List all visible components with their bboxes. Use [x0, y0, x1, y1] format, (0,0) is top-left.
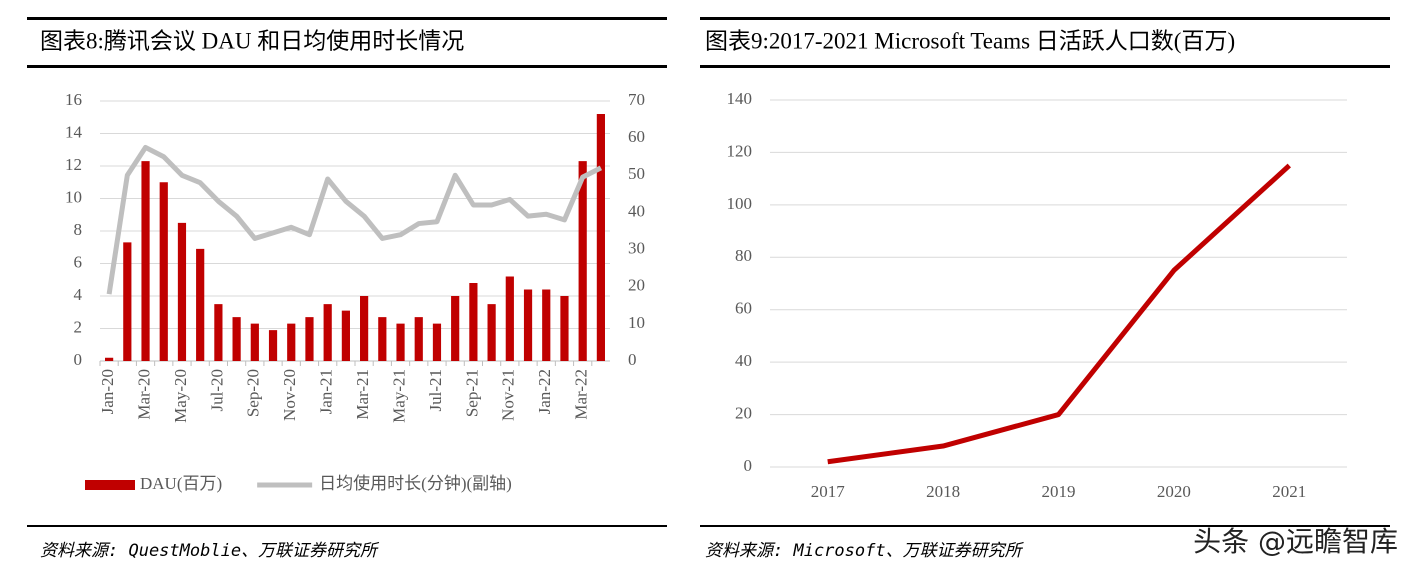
line	[827, 163, 1291, 465]
y-tick-label: 14	[65, 122, 83, 141]
y-tick-label: 0	[744, 456, 753, 475]
y2-tick-label: 60	[628, 127, 645, 146]
y-tick-label: 40	[735, 351, 752, 370]
rule	[700, 17, 1390, 20]
bar	[268, 330, 278, 361]
x-tick-label: 2018	[926, 482, 960, 501]
y-tick-label: 16	[65, 90, 82, 109]
bar	[560, 296, 569, 361]
bar	[250, 323, 259, 361]
x-tick-label: Nov-20	[280, 369, 299, 421]
x-tick-label: Jan-20	[98, 369, 117, 414]
x-tick-label: May-21	[389, 369, 408, 423]
bar	[487, 304, 496, 361]
x-tick-label: 2021	[1272, 482, 1306, 501]
line	[106, 144, 603, 295]
bar	[177, 222, 187, 361]
bar	[396, 323, 405, 361]
bar	[578, 161, 587, 361]
y-tick-label: 60	[735, 299, 752, 318]
x-tick-label: Sep-20	[244, 369, 263, 417]
bar	[523, 289, 533, 361]
bar	[542, 289, 551, 361]
y-tick-label: 6	[74, 252, 83, 271]
y-tick-label: 140	[727, 89, 753, 108]
bar	[432, 323, 442, 361]
source: 资料来源: QuestMoblie、万联证券研究所	[40, 541, 380, 561]
rule	[27, 65, 667, 68]
y-tick-label: 100	[727, 194, 753, 213]
x-tick-label: Mar-20	[134, 369, 153, 420]
bar	[596, 114, 605, 361]
x-tick-label: 2019	[1042, 482, 1076, 501]
rule	[27, 17, 667, 20]
x-tick-label: Sep-21	[462, 369, 481, 417]
x-tick-label: Jul-21	[426, 369, 445, 412]
rule	[27, 525, 667, 527]
y-tick-label: 12	[65, 155, 82, 174]
chart-title: 图表8:腾讯会议 DAU 和日均使用时长情况	[40, 28, 464, 53]
y2-tick-label: 70	[628, 90, 645, 109]
y-tick-label: 120	[727, 141, 753, 160]
rule	[700, 525, 1390, 527]
source: 资料来源: Microsoft、万联证券研究所	[705, 541, 1025, 561]
bar	[105, 357, 114, 361]
bar	[451, 296, 460, 361]
x-tick-label: Mar-21	[353, 369, 372, 420]
x-tick-label: 2017	[811, 482, 846, 501]
bar	[305, 317, 314, 361]
bar	[414, 317, 423, 361]
y2-tick-label: 0	[628, 350, 637, 369]
rule	[700, 65, 1390, 68]
y-tick-label: 80	[735, 246, 752, 265]
x-tick-label: Mar-22	[572, 369, 591, 420]
chart-title: 图表9:2017-2021 Microsoft Teams 日活跃人口数(百万)	[705, 28, 1235, 53]
bar	[196, 248, 205, 361]
x-tick-label: Jul-20	[207, 369, 226, 412]
bar	[378, 317, 387, 361]
x-tick-label: Jan-21	[317, 369, 336, 414]
watermark: 头条 @远瞻智库	[1193, 525, 1398, 558]
x-tick-label: May-20	[171, 369, 190, 423]
legend-swatch	[85, 480, 135, 490]
bar	[141, 161, 150, 361]
bar	[469, 283, 478, 361]
y2-tick-label: 40	[628, 201, 645, 220]
y-tick-label: 8	[74, 220, 83, 239]
bar	[341, 310, 350, 361]
y2-tick-label: 20	[628, 276, 645, 295]
y2-tick-label: 30	[628, 238, 645, 257]
y-tick-label: 0	[74, 350, 83, 369]
x-tick-label: Nov-21	[499, 369, 518, 421]
y-tick-label: 20	[735, 403, 752, 422]
y-tick-label: 10	[65, 187, 82, 206]
y-tick-label: 4	[74, 285, 83, 304]
y-tick-label: 2	[74, 317, 83, 336]
x-tick-label: 2020	[1157, 482, 1191, 501]
legend-label: 日均使用时长(分钟)(副轴)	[319, 473, 512, 493]
bar	[123, 242, 132, 361]
bar	[159, 182, 168, 361]
y2-tick-label: 50	[628, 164, 645, 183]
x-tick-label: Jan-22	[535, 369, 554, 414]
legend-label: DAU(百万)	[140, 474, 222, 493]
bar	[287, 323, 296, 361]
y2-tick-label: 10	[628, 313, 645, 332]
bar	[360, 296, 369, 361]
bar	[323, 304, 332, 361]
bar	[232, 317, 241, 361]
bar	[505, 276, 514, 361]
bar	[214, 304, 223, 361]
